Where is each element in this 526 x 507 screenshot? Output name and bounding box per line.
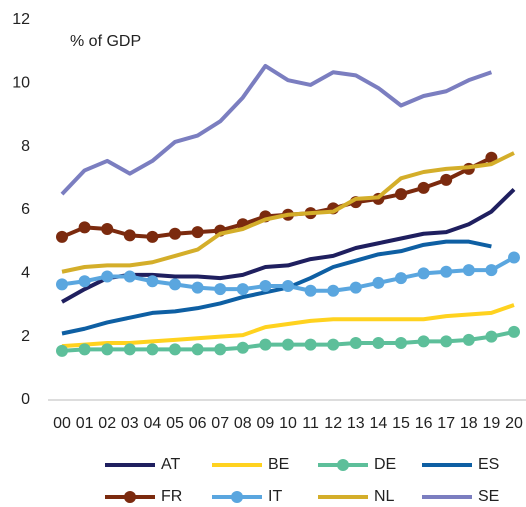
series-marker: [236, 283, 249, 296]
y-tick-label: 6: [21, 201, 30, 218]
series-marker: [259, 338, 272, 351]
x-tick-label: 14: [370, 415, 388, 432]
series-marker: [123, 270, 136, 283]
x-tick-label: 17: [437, 415, 455, 432]
x-tick-label: 01: [76, 415, 94, 432]
series-marker: [259, 280, 272, 292]
series-marker: [395, 337, 407, 349]
series-marker: [56, 278, 68, 291]
series-marker: [304, 338, 317, 351]
legend-label: ES: [478, 456, 499, 473]
legend-marker: [231, 491, 243, 503]
series-marker: [101, 223, 114, 235]
series-marker: [395, 188, 407, 201]
x-tick-label: 09: [257, 415, 275, 432]
legend-label: NL: [374, 488, 395, 505]
series-marker: [304, 284, 317, 297]
x-tick-label: 04: [144, 415, 162, 432]
series-marker: [146, 343, 159, 356]
y-tick-label: 12: [12, 11, 30, 28]
legend-label: SE: [478, 488, 499, 505]
series-marker: [417, 335, 430, 348]
series-marker: [508, 251, 520, 264]
series-marker: [372, 337, 385, 349]
series-marker: [169, 227, 181, 240]
x-tick-label: 16: [415, 415, 433, 432]
x-tick-label: 12: [324, 415, 342, 432]
series-marker: [146, 275, 159, 288]
series-line: [61, 151, 515, 274]
legend-label: AT: [161, 456, 180, 473]
series-marker: [417, 181, 430, 194]
x-tick-label: 07: [211, 415, 229, 432]
series-marker: [440, 335, 453, 348]
series-marker: [191, 281, 204, 294]
annotation: % of GDP: [70, 33, 141, 50]
series-marker: [349, 337, 362, 349]
x-tick-label: 18: [460, 415, 478, 432]
x-tick-label: 02: [98, 415, 116, 432]
y-tick-label: 2: [21, 328, 30, 345]
series-marker: [191, 226, 204, 239]
series-line: [61, 187, 516, 304]
x-tick-label: 10: [279, 415, 297, 432]
x-tick-label: 15: [392, 415, 410, 432]
series-marker: [395, 272, 407, 285]
series-marker: [146, 230, 159, 243]
series-marker: [101, 270, 114, 283]
series-marker: [101, 343, 114, 356]
series-marker: [56, 230, 68, 243]
legend-label: FR: [161, 488, 182, 505]
legend-marker: [124, 491, 136, 503]
series-marker: [485, 330, 498, 343]
legend-marker: [337, 459, 349, 471]
x-tick-label: 19: [483, 415, 501, 432]
legend-label: IT: [268, 488, 282, 505]
x-tick-label: 05: [166, 415, 184, 432]
series-marker: [462, 333, 475, 346]
y-tick-label: 10: [12, 75, 30, 92]
series-marker: [214, 343, 227, 356]
series-marker: [191, 343, 204, 356]
series-marker: [372, 276, 385, 289]
series-marker: [462, 264, 475, 277]
series-marker: [169, 343, 181, 356]
series-marker: [78, 343, 91, 356]
x-tick-label: 13: [347, 415, 365, 432]
series-marker: [169, 278, 181, 291]
series-marker: [78, 275, 91, 288]
series-line: [61, 303, 515, 349]
series-marker: [508, 325, 520, 338]
series-line: [61, 239, 492, 336]
x-tick-label: 20: [505, 415, 523, 432]
series-marker: [56, 344, 68, 357]
y-tick-label: 4: [21, 265, 30, 282]
series-marker: [123, 229, 136, 242]
x-tick-label: 08: [234, 415, 252, 432]
series-marker: [282, 280, 294, 292]
series-marker: [236, 341, 249, 354]
y-tick-label: 0: [21, 391, 30, 408]
series-marker: [327, 284, 340, 297]
series-marker: [282, 338, 294, 351]
series-marker: [78, 221, 91, 234]
series-line: [60, 63, 493, 196]
x-tick-label: 03: [121, 415, 139, 432]
series-marker: [440, 265, 453, 278]
series-marker: [485, 264, 498, 277]
x-tick-label: 06: [189, 415, 207, 432]
x-tick-label: 11: [302, 415, 319, 432]
series-marker: [327, 338, 340, 351]
legend-label: BE: [268, 456, 289, 473]
x-tick-label: 00: [53, 415, 71, 432]
legend-label: DE: [374, 456, 396, 473]
series-marker: [349, 281, 362, 294]
series-marker: [417, 267, 430, 280]
y-tick-label: 8: [21, 138, 30, 155]
series-marker: [440, 173, 453, 186]
series-marker: [214, 283, 227, 296]
series-marker: [123, 343, 136, 356]
